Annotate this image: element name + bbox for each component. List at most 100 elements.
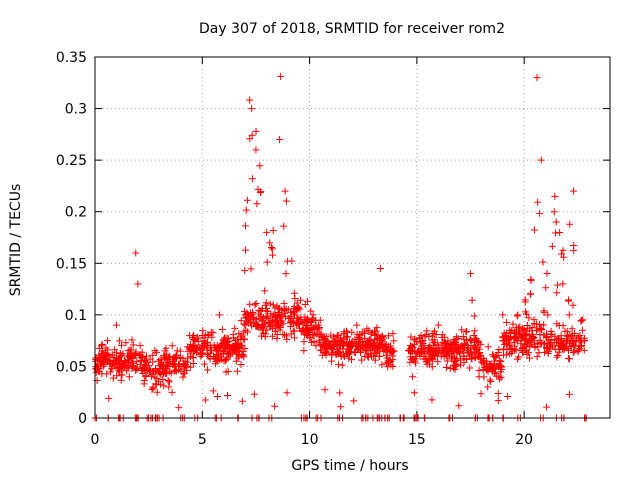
data-point — [516, 323, 524, 331]
data-point — [241, 267, 249, 275]
data-point — [450, 336, 458, 344]
data-point — [275, 322, 283, 330]
data-point — [276, 136, 284, 144]
data-point — [300, 347, 308, 355]
data-point — [280, 299, 288, 307]
data-point — [224, 335, 232, 343]
data-point — [162, 361, 170, 369]
data-point — [570, 242, 578, 250]
data-point — [358, 356, 366, 364]
data-point — [268, 332, 276, 340]
data-point — [171, 367, 179, 375]
data-point — [117, 376, 125, 384]
data-point — [470, 338, 478, 346]
data-point — [361, 330, 369, 338]
data-point — [281, 307, 289, 315]
data-point — [186, 363, 194, 371]
data-point — [374, 344, 382, 352]
data-point — [286, 314, 294, 322]
x-tick-label: 15 — [408, 432, 426, 448]
data-point — [156, 369, 164, 377]
data-point — [291, 307, 299, 315]
data-point — [280, 222, 288, 230]
data-point — [335, 361, 343, 369]
y-tick-label: 0.2 — [65, 205, 87, 221]
data-point — [250, 390, 258, 398]
data-point — [503, 335, 511, 343]
data-point — [218, 325, 226, 333]
data-point — [263, 305, 271, 313]
data-point — [376, 264, 384, 272]
y-axis-label: SRMTID / TECUs — [8, 184, 24, 297]
data-point — [258, 332, 266, 340]
data-point — [542, 284, 550, 292]
data-point — [343, 328, 351, 336]
data-point — [205, 331, 213, 339]
data-point — [554, 281, 562, 289]
data-point — [380, 334, 388, 342]
data-point — [234, 354, 242, 362]
data-point — [242, 206, 250, 214]
data-point — [463, 336, 471, 344]
data-point — [559, 280, 567, 288]
data-point — [423, 360, 431, 368]
data-point — [297, 327, 305, 335]
data-point — [515, 353, 523, 361]
data-point — [283, 335, 291, 343]
data-point — [149, 358, 157, 366]
data-point — [281, 187, 289, 195]
data-point — [558, 341, 566, 349]
data-point — [541, 348, 549, 356]
data-point — [143, 352, 150, 360]
data-point — [428, 355, 436, 363]
data-point — [241, 345, 249, 353]
data-point — [288, 318, 296, 326]
data-point — [443, 346, 451, 354]
x-tick-label: 5 — [198, 432, 207, 448]
data-point — [303, 321, 311, 329]
data-point — [263, 228, 271, 236]
data-point — [92, 364, 100, 372]
data-point — [510, 335, 518, 343]
data-point — [353, 321, 361, 329]
data-point — [507, 329, 515, 337]
data-point — [487, 378, 495, 386]
data-point — [297, 318, 305, 326]
data-point — [113, 372, 121, 380]
data-point — [530, 226, 538, 234]
data-point — [578, 326, 586, 334]
data-point — [191, 336, 199, 344]
data-point — [241, 222, 249, 230]
data-point — [271, 402, 279, 410]
data-point — [333, 332, 341, 340]
data-point — [156, 356, 164, 364]
data-point — [92, 354, 100, 362]
data-point — [441, 339, 449, 347]
data-point — [499, 311, 507, 319]
data-point — [357, 348, 365, 356]
data-point — [265, 323, 273, 331]
data-point — [511, 329, 519, 337]
data-point — [503, 318, 511, 326]
data-point — [475, 351, 483, 359]
data-point — [160, 352, 168, 360]
data-point — [117, 363, 125, 371]
data-point — [565, 311, 573, 319]
data-point — [384, 332, 392, 340]
data-point — [290, 334, 298, 342]
data-point — [534, 325, 542, 333]
y-tick-label: 0.15 — [56, 256, 87, 272]
data-point — [222, 357, 230, 365]
y-tick-label: 0.25 — [56, 153, 87, 169]
data-point — [151, 347, 159, 355]
data-point — [522, 331, 530, 339]
data-point — [242, 314, 250, 322]
data-point — [271, 327, 279, 335]
data-point — [411, 347, 419, 355]
data-point — [302, 330, 310, 338]
data-point — [553, 353, 561, 361]
data-point — [437, 352, 445, 360]
data-point — [201, 396, 209, 404]
data-point — [524, 338, 532, 346]
data-point — [176, 347, 184, 355]
